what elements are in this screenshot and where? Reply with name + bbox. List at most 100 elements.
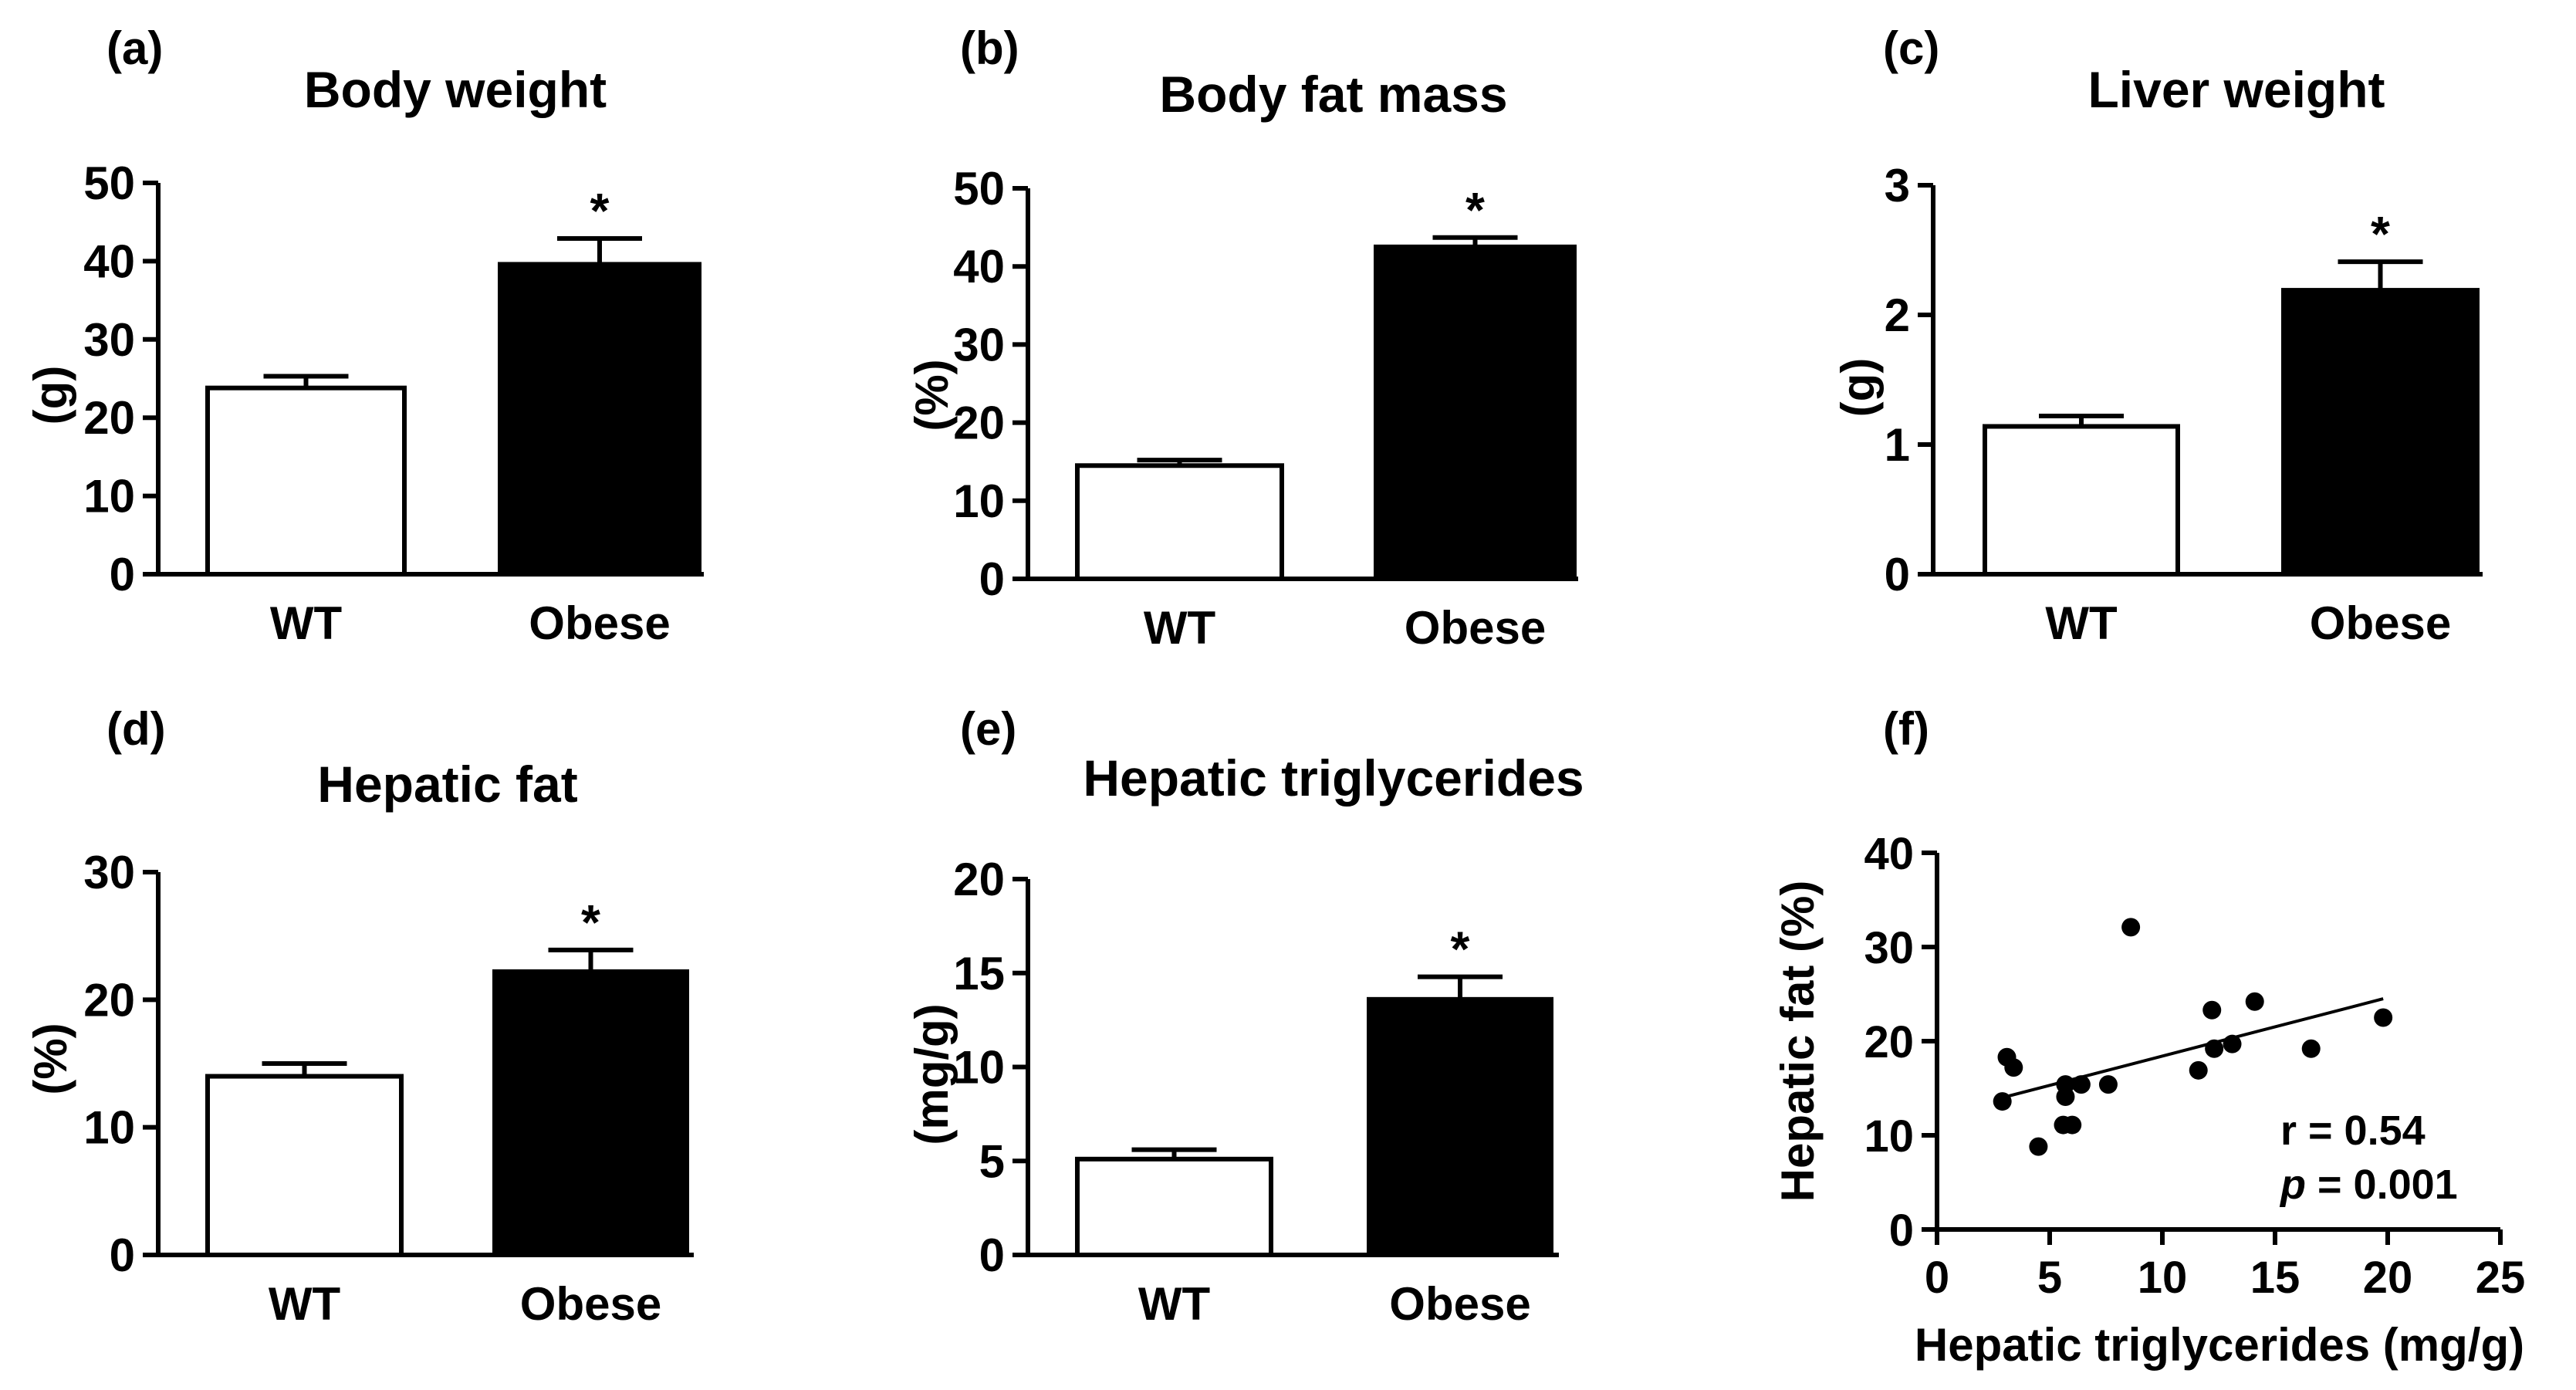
significance-marker: * — [1465, 182, 1485, 238]
chart-title-d: Hepatic fat — [317, 756, 578, 813]
y-tick-label: 50 — [83, 157, 135, 209]
x-tick-label: 10 — [2138, 1253, 2188, 1303]
y-axis-label: Hepatic fat (%) — [1772, 881, 1824, 1202]
scatter-point — [2205, 1039, 2224, 1058]
scatter-point — [2374, 1008, 2393, 1027]
annotation-r: r = 0.54 — [2280, 1108, 2426, 1154]
y-tick-label: 10 — [1864, 1111, 1914, 1162]
y-tick-label: 2 — [1885, 289, 1910, 341]
panel-label-e: (e) — [960, 703, 1017, 755]
annotation-p: p = 0.001 — [2279, 1162, 2458, 1208]
bar-obese — [1367, 996, 1553, 1257]
chart-title-c: Liver weight — [2088, 61, 2385, 118]
y-axis-label: (%) — [906, 359, 958, 431]
scatter-point — [2301, 1039, 2321, 1058]
x-tick-label: Obese — [520, 1278, 661, 1330]
x-tick-label: WT — [1138, 1278, 1210, 1330]
y-tick-label: 0 — [979, 1229, 1005, 1281]
chart-title-a: Body weight — [303, 61, 607, 118]
y-tick-label: 20 — [1864, 1017, 1914, 1067]
x-tick-label: 25 — [2476, 1253, 2526, 1303]
panel-label-d: (d) — [106, 703, 166, 755]
x-tick-label: Obese — [529, 597, 670, 649]
y-tick-label: 0 — [1889, 1206, 1914, 1256]
y-tick-label: 40 — [1864, 829, 1914, 879]
y-tick-label: 20 — [83, 974, 135, 1026]
bar-wt — [205, 385, 407, 577]
y-tick-label: 15 — [953, 948, 1005, 999]
bar-obese — [1374, 244, 1577, 581]
bar-wt — [205, 1074, 404, 1257]
scatter-point — [2189, 1060, 2208, 1080]
x-tick-label: Obese — [1389, 1278, 1530, 1330]
y-tick-label: 1 — [1885, 419, 1910, 471]
x-tick-label: Obese — [2310, 597, 2451, 649]
scatter-point — [2056, 1087, 2075, 1106]
y-tick-label: 0 — [1885, 549, 1910, 600]
y-tick-label: 30 — [1864, 923, 1914, 973]
annotation-p-symbol: p — [2279, 1162, 2306, 1208]
y-tick-label: 3 — [1885, 160, 1910, 211]
chart-title-e: Hepatic triglycerides — [1083, 749, 1584, 807]
y-tick-label: 0 — [110, 549, 135, 600]
panel-label-b: (b) — [960, 22, 1019, 74]
bar-obese — [2281, 288, 2480, 577]
x-tick-label: WT — [270, 597, 342, 649]
y-tick-label: 50 — [953, 163, 1005, 215]
y-axis-label: (g) — [25, 366, 76, 425]
x-tick-label: 20 — [2363, 1253, 2413, 1303]
x-tick-label: 0 — [1925, 1253, 1949, 1303]
y-tick-label: 0 — [110, 1229, 135, 1281]
panel-label-a: (a) — [106, 22, 164, 74]
scatter-point — [1993, 1092, 2012, 1111]
scatter-point — [2098, 1075, 2118, 1094]
y-tick-label: 30 — [953, 319, 1005, 370]
y-tick-label: 30 — [83, 847, 135, 898]
panel-label-c: (c) — [1883, 22, 1940, 74]
bar-wt — [1075, 463, 1284, 582]
scatter-point — [2202, 1000, 2222, 1020]
scatter-point — [2004, 1058, 2023, 1077]
bar-wt — [1075, 1156, 1273, 1257]
x-tick-label: WT — [2045, 597, 2117, 649]
y-tick-label: 30 — [83, 314, 135, 366]
y-tick-label: 20 — [953, 854, 1005, 905]
y-tick-label: 10 — [83, 471, 135, 523]
x-tick-label: WT — [269, 1278, 340, 1330]
scatter-point — [2121, 918, 2141, 937]
significance-marker: * — [581, 895, 600, 950]
y-tick-label: 40 — [953, 241, 1005, 293]
y-axis-label: (mg/g) — [906, 1003, 958, 1145]
scatter-point — [2063, 1115, 2082, 1135]
y-tick-label: 40 — [83, 235, 135, 287]
bar-obese — [492, 969, 689, 1257]
significance-marker: * — [590, 183, 610, 238]
y-axis-label: (%) — [25, 1023, 76, 1094]
x-tick-label: 15 — [2250, 1253, 2300, 1303]
x-tick-label: 5 — [2037, 1253, 2062, 1303]
significance-marker: * — [1451, 922, 1470, 977]
y-tick-label: 10 — [953, 475, 1005, 527]
bar-wt — [1983, 424, 2180, 577]
significance-marker: * — [2371, 206, 2390, 262]
y-tick-label: 20 — [953, 397, 1005, 449]
panel-label-f: (f) — [1883, 703, 1929, 755]
y-axis-label: (g) — [1832, 358, 1884, 418]
chart-title-b: Body fat mass — [1159, 66, 1508, 123]
scatter-point — [2245, 992, 2264, 1011]
y-tick-label: 5 — [979, 1135, 1005, 1187]
y-tick-label: 10 — [953, 1042, 1005, 1094]
x-tick-label: Obese — [1405, 602, 1546, 654]
annotation-p-value: = 0.001 — [2306, 1162, 2458, 1208]
bar-obese — [498, 262, 701, 577]
scatter-point — [2223, 1034, 2242, 1053]
scatter-point — [2071, 1075, 2091, 1094]
y-tick-label: 20 — [83, 392, 135, 444]
scatter-point — [2029, 1137, 2048, 1156]
